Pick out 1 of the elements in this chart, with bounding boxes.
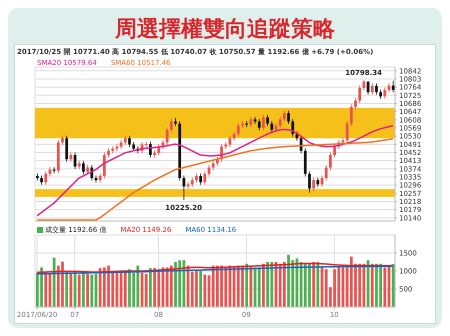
chart-title: 周選擇權雙向追蹤策略 (114, 15, 336, 44)
